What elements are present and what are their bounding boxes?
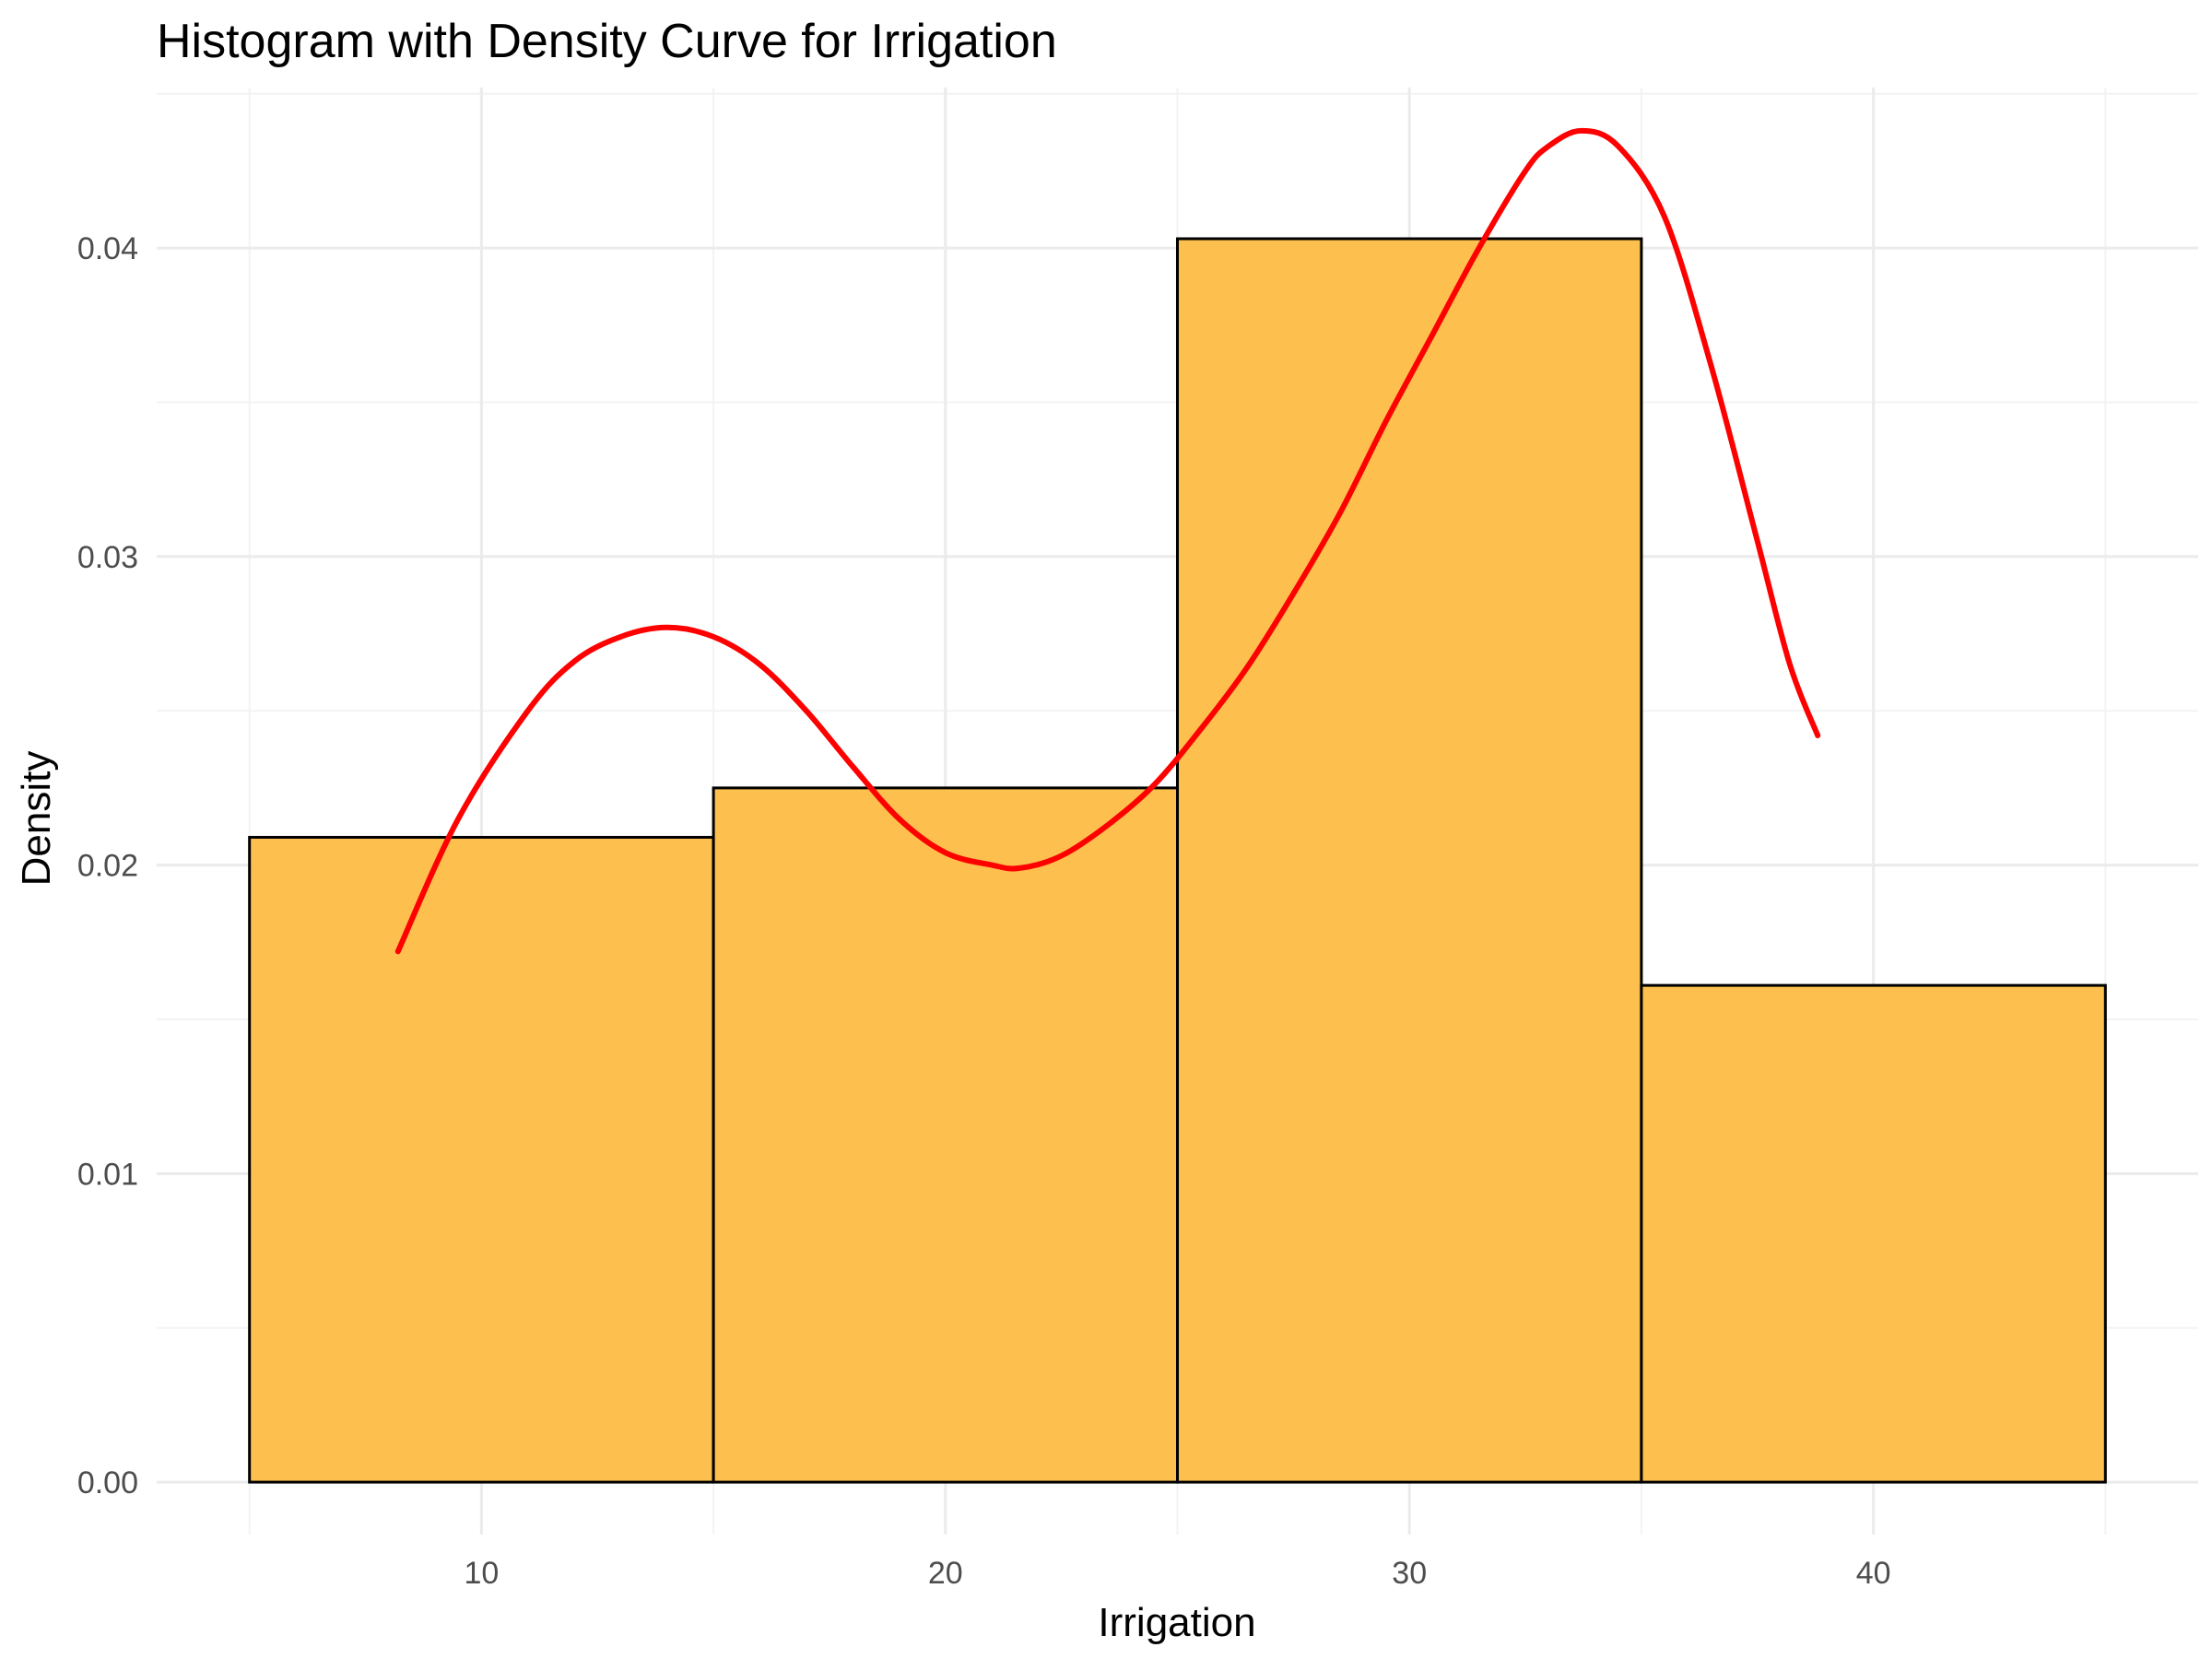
- histogram-bar: [1640, 983, 2107, 1484]
- y-tick-label: 0.03: [77, 540, 138, 575]
- y-axis-title: Density: [14, 751, 59, 887]
- x-tick-label: 20: [928, 1556, 963, 1591]
- y-tick-label: 0.02: [77, 849, 138, 884]
- histogram-bars: [248, 237, 2107, 1484]
- y-axis-tick-labels: 0.00 0.01 0.02 0.03 0.04: [77, 231, 138, 1500]
- y-tick-label: 0.00: [77, 1465, 138, 1500]
- x-tick-label: 10: [464, 1556, 499, 1591]
- histogram-bar: [1176, 237, 1643, 1484]
- x-tick-label: 30: [1392, 1556, 1427, 1591]
- chart-title: Histogram with Density Curve for Irrigat…: [157, 15, 1057, 68]
- y-tick-label: 0.04: [77, 231, 138, 266]
- histogram-bar: [712, 786, 1179, 1484]
- x-axis-title: Irrigation: [1098, 1600, 1255, 1645]
- x-tick-label: 40: [1856, 1556, 1891, 1591]
- y-tick-label: 0.01: [77, 1157, 138, 1192]
- x-axis-tick-labels: 10 20 30 40: [464, 1556, 1890, 1591]
- histogram-bar: [248, 835, 715, 1484]
- density-curve: [394, 127, 1821, 955]
